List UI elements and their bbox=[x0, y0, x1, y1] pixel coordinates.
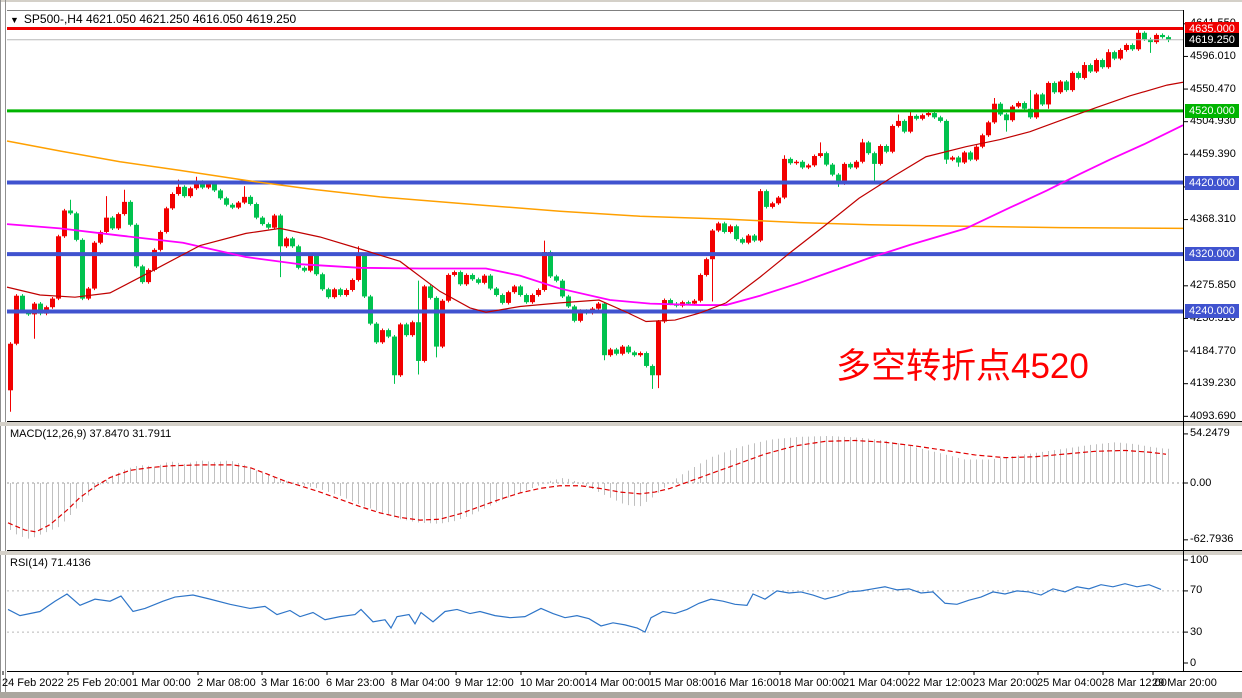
time-axis-label: 23 Mar 20:00 bbox=[973, 677, 1038, 689]
time-axis-label: 3 Mar 16:00 bbox=[261, 677, 320, 689]
time-axis-label: 29 Mar 20:00 bbox=[1152, 677, 1217, 689]
rsi-indicator-label: RSI(14) 71.4136 bbox=[10, 557, 91, 569]
price-level-badge: 4520.000 bbox=[1185, 103, 1239, 118]
time-axis-label: 10 Mar 20:00 bbox=[520, 677, 585, 689]
price-tick-label: 4093.690 bbox=[1190, 409, 1236, 422]
macd-indicator-label: MACD(12,26,9) 37.8470 31.7911 bbox=[10, 428, 172, 440]
price-level-badge: 4240.000 bbox=[1185, 304, 1239, 319]
price-tick-label: 4550.470 bbox=[1190, 82, 1236, 95]
rsi-axis-label: 70 bbox=[1190, 584, 1203, 597]
price-level-badge: 4420.000 bbox=[1185, 175, 1239, 190]
price-level-badge: 4320.000 bbox=[1185, 247, 1239, 262]
time-axis-label: 18 Mar 00:00 bbox=[779, 677, 844, 689]
rsi-axis-label: 0 bbox=[1190, 656, 1197, 669]
macd-axis-label: -62.7936 bbox=[1190, 533, 1234, 546]
symbol-ohlc-text: SP500-,H4 4621.050 4621.250 4616.050 461… bbox=[23, 12, 297, 26]
price-level-badge: 4635.000 bbox=[1185, 21, 1239, 36]
rsi-axis-label: 30 bbox=[1190, 625, 1203, 638]
price-tick-label: 4459.390 bbox=[1190, 147, 1236, 160]
window-bottom-border bbox=[0, 692, 1242, 698]
price-tick-label: 4368.310 bbox=[1190, 213, 1236, 226]
pane-separator-main-macd[interactable] bbox=[0, 422, 1242, 426]
time-axis-label: 6 Mar 23:00 bbox=[326, 677, 385, 689]
time-axis-label: 28 Mar 12:00 bbox=[1102, 677, 1167, 689]
time-axis-label: 15 Mar 08:00 bbox=[649, 677, 714, 689]
time-axis-label: 24 Feb 2022 bbox=[2, 677, 64, 689]
time-axis-label: 9 Mar 12:00 bbox=[455, 677, 514, 689]
time-axis-label: 22 Mar 12:00 bbox=[908, 677, 973, 689]
time-axis-label: 2 Mar 08:00 bbox=[197, 677, 256, 689]
symbol-info-bar: ▼ SP500-,H4 4621.050 4621.250 4616.050 46… bbox=[10, 12, 296, 26]
annotation-text: 多空转折点4520 bbox=[836, 347, 1089, 386]
chart-menu-icon[interactable]: ▼ bbox=[10, 15, 19, 25]
time-axis-label: 21 Mar 04:00 bbox=[843, 677, 908, 689]
time-axis-label: 16 Mar 16:00 bbox=[714, 677, 779, 689]
time-axis-label: 8 Mar 04:00 bbox=[391, 677, 450, 689]
macd-axis-label: 54.2479 bbox=[1190, 427, 1230, 440]
time-axis-label: 25 Feb 20:00 bbox=[67, 677, 132, 689]
price-level-badge: 4619.250 bbox=[1185, 32, 1239, 47]
window-left-inner-border bbox=[5, 0, 6, 698]
price-tick-label: 4184.770 bbox=[1190, 344, 1236, 357]
time-axis-label: 14 Mar 00:00 bbox=[585, 677, 650, 689]
time-axis-label: 1 Mar 00:00 bbox=[132, 677, 191, 689]
price-tick-label: 4504.930 bbox=[1190, 115, 1236, 128]
price-tick-label: 4596.010 bbox=[1190, 49, 1236, 62]
window-top-border bbox=[0, 0, 1242, 2]
macd-axis-label: 0.00 bbox=[1190, 476, 1212, 489]
time-axis-label: 25 Mar 04:00 bbox=[1037, 677, 1102, 689]
price-tick-label: 4139.230 bbox=[1190, 377, 1236, 390]
price-tick-label: 4275.850 bbox=[1190, 279, 1236, 292]
pane-separator-macd-rsi[interactable] bbox=[0, 551, 1242, 555]
rsi-axis-label: 100 bbox=[1190, 553, 1209, 566]
window-left-border bbox=[0, 0, 1, 698]
